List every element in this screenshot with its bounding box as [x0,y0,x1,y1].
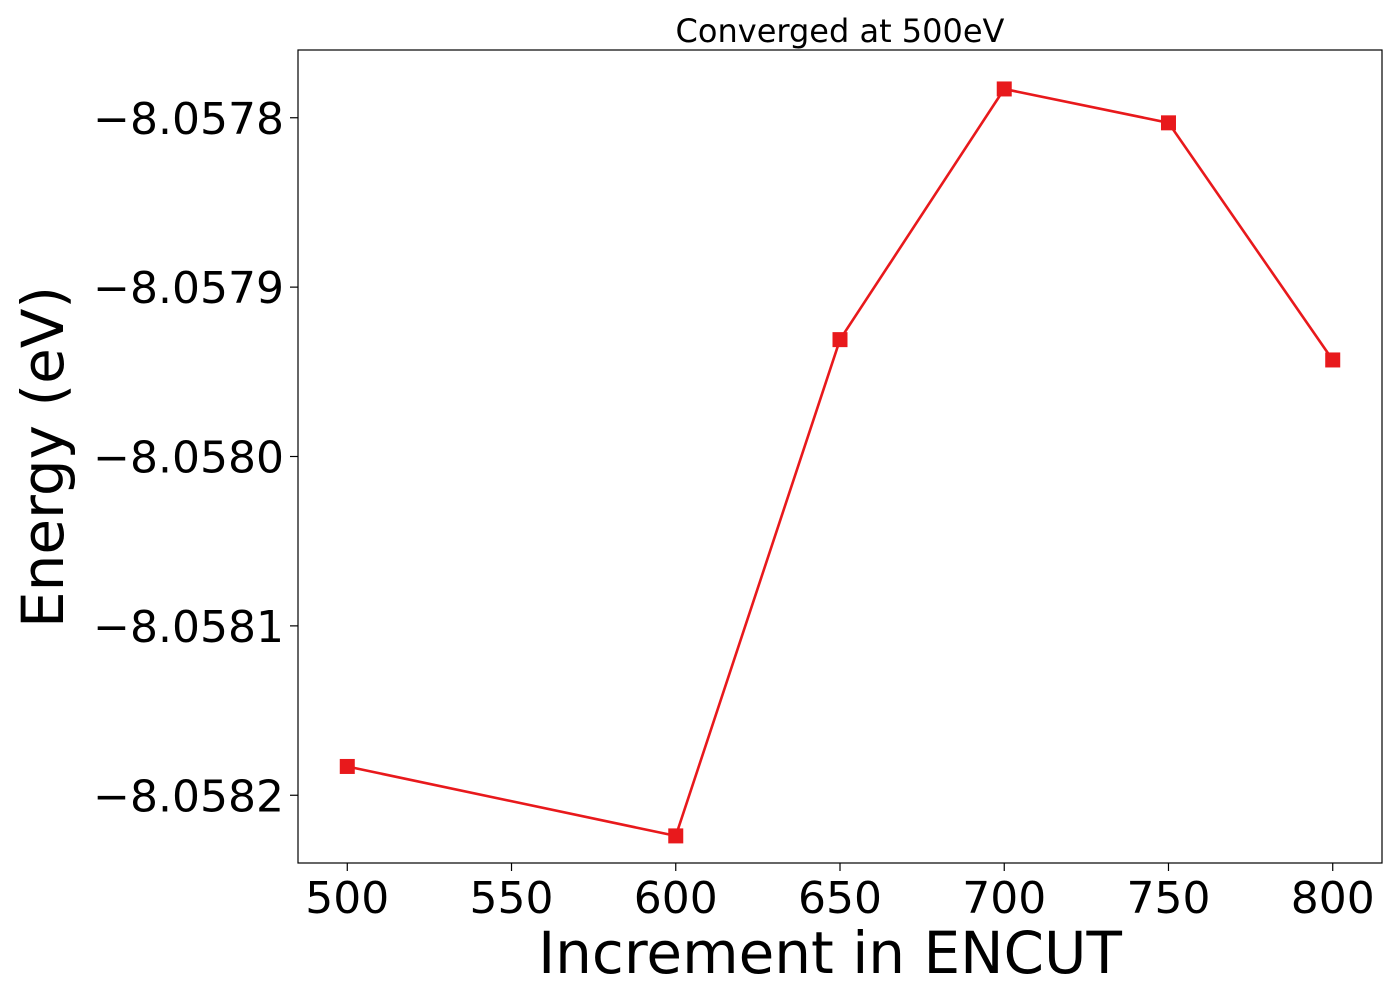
data-point [1325,352,1341,368]
y-tick-label: −8.0582 [93,771,284,822]
y-tick-label: −8.0580 [93,433,284,484]
y-tick-label: −8.0581 [93,602,284,653]
y-tick-label: −8.0578 [93,94,284,145]
y-tick-label: −8.0579 [93,263,284,314]
data-point [668,828,684,844]
x-tick-label: 800 [1291,873,1375,924]
x-axis-ticks: 500 550 600 650 700 750 800 [305,863,1375,924]
x-tick-label: 500 [305,873,389,924]
series-layer [339,81,1341,844]
data-point [1160,115,1176,131]
data-point [832,332,848,348]
x-tick-label: 650 [798,873,882,924]
plot-area [297,49,1383,864]
x-axis-title: Increment in ENCUT [538,919,1122,987]
data-point [339,758,355,774]
y-axis-title: Energy (eV) [9,286,77,628]
data-point [996,81,1012,97]
chart-title: Converged at 500eV [676,12,1005,50]
x-tick-label: 750 [1126,873,1210,924]
x-tick-label: 550 [470,873,554,924]
x-tick-label: 700 [962,873,1046,924]
y-axis-ticks: −8.0582 −8.0581 −8.0580 −8.0579 −8.0578 [93,94,298,822]
series-line [347,87,1334,838]
x-tick-label: 600 [634,873,718,924]
plot-frame [297,49,1383,864]
